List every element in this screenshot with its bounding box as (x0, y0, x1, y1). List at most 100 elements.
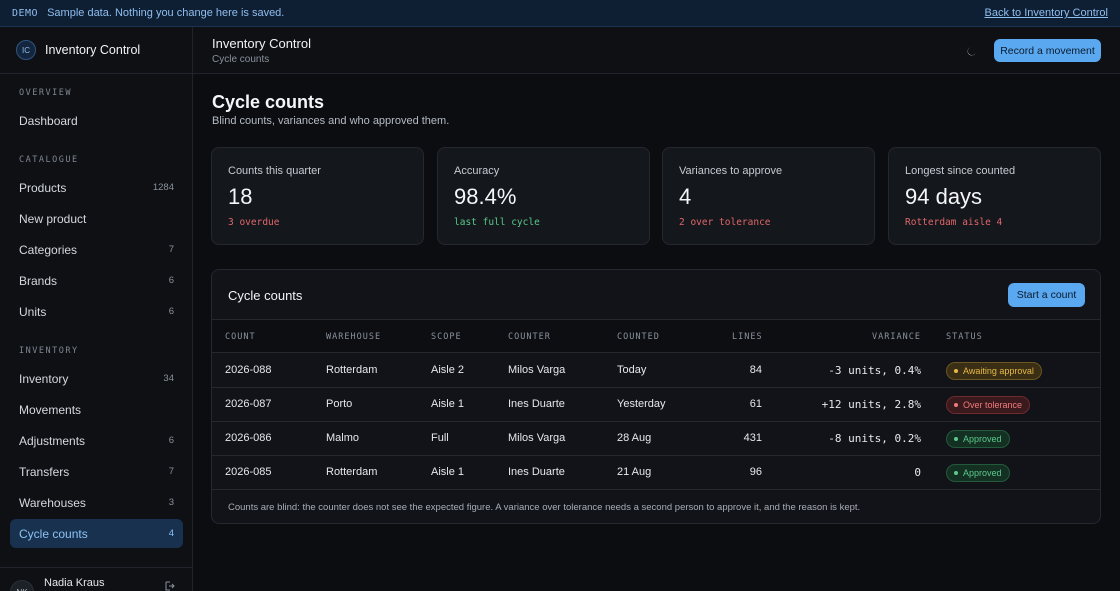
cell-count: 2026-088 (225, 364, 272, 376)
sidebar-item-products[interactable]: Products 1284 (10, 173, 183, 202)
cell-variance: 0 (914, 466, 921, 479)
stat-value: 18 (228, 184, 253, 209)
sidebar-item-label: Warehouses (19, 495, 86, 510)
sidebar-item-label: Inventory (19, 371, 69, 386)
cell-counted: 28 Aug (617, 432, 652, 444)
sidebar-item-count: 34 (163, 373, 174, 384)
cell-counted: 21 Aug (617, 466, 652, 478)
status-dot (954, 437, 958, 441)
column-header-count[interactable]: COUNT (225, 332, 256, 342)
stat-note: 2 over tolerance (679, 217, 771, 228)
status-label: Approved (963, 434, 1002, 444)
stat-card-variances: Variances to approve 4 2 over tolerance (662, 147, 875, 245)
status-dot (954, 369, 958, 373)
stat-value: 4 (679, 184, 692, 209)
sidebar-item-cycle-counts[interactable]: Cycle counts 4 (10, 519, 183, 548)
user-name: Nadia Kraus (44, 577, 105, 589)
cell-lines: 431 (743, 432, 762, 444)
cell-variance: -3 units, 0.4% (828, 364, 921, 377)
sidebar-item-label: Dashboard (19, 113, 78, 128)
status-label: Approved (963, 468, 1002, 478)
sidebar-item-count: 7 (168, 466, 174, 477)
page-subtitle: Blind counts, variances and who approved… (212, 115, 450, 127)
moon-icon[interactable] (963, 43, 979, 59)
status-badge: Awaiting approval (946, 362, 1042, 380)
status-badge: Over tolerance (946, 396, 1031, 414)
cell-warehouse: Rotterdam (326, 364, 378, 376)
sidebar-item-inventory[interactable]: Inventory 34 (10, 364, 183, 393)
cell-lines: 61 (749, 398, 762, 410)
cell-variance: -8 units, 0.2% (828, 432, 921, 445)
table-row[interactable]: 2026-086 Malmo Full Milos Varga 28 Aug 4… (212, 422, 1100, 456)
user-panel: NK Nadia Kraus (0, 567, 192, 591)
cell-scope: Aisle 2 (431, 364, 465, 376)
stat-card-counts: Counts this quarter 18 3 overdue (211, 147, 424, 245)
sidebar-item-count: 4 (168, 528, 174, 539)
stat-card-longest: Longest since counted 94 days Rotterdam … (888, 147, 1101, 245)
avatar[interactable]: NK (10, 580, 34, 591)
stat-label: Longest since counted (905, 165, 1016, 177)
record-movement-button[interactable]: Record a movement (994, 39, 1101, 62)
stat-card-accuracy: Accuracy 98.4% last full cycle (437, 147, 650, 245)
sidebar-item-units[interactable]: Units 6 (10, 297, 183, 326)
cell-counter: Milos Varga (508, 364, 566, 376)
demo-tag: DEMO (12, 7, 39, 19)
table-row[interactable]: 2026-085 Rotterdam Aisle 1 Ines Duarte 2… (212, 456, 1100, 490)
sidebar-item-count: 3 (168, 497, 174, 508)
status-dot (954, 403, 958, 407)
sidebar-item-count: 6 (168, 435, 174, 446)
sidebar-item-count: 1284 (152, 182, 174, 193)
sidebar-item-brands[interactable]: Brands 6 (10, 266, 183, 295)
page-title: Cycle counts (212, 92, 325, 112)
section-label-overview: OVERVIEW (19, 88, 72, 98)
sidebar-item-label: Adjustments (19, 433, 86, 448)
sidebar-item-transfers[interactable]: Transfers 7 (10, 457, 183, 486)
brand[interactable]: IC Inventory Control (0, 27, 192, 74)
cell-counted: Yesterday (617, 398, 666, 410)
cell-scope: Aisle 1 (431, 466, 465, 478)
cycle-counts-panel: Cycle counts Start a count COUNT WAREHOU… (211, 269, 1101, 524)
column-header-counted[interactable]: COUNTED (617, 332, 660, 342)
stat-label: Counts this quarter (228, 165, 321, 177)
sign-out-icon[interactable] (165, 581, 175, 591)
sidebar-item-dashboard[interactable]: Dashboard (10, 106, 183, 135)
sidebar-item-new-product[interactable]: New product (10, 204, 183, 233)
sidebar-item-label: Products (19, 180, 67, 195)
sidebar-item-categories[interactable]: Categories 7 (10, 235, 183, 264)
sidebar-item-count: 6 (168, 275, 174, 286)
stat-label: Accuracy (454, 165, 500, 177)
cell-lines: 84 (749, 364, 762, 376)
brand-logo: IC (16, 40, 36, 60)
section-label-inventory: INVENTORY (19, 346, 79, 356)
sidebar-item-movements[interactable]: Movements (10, 395, 183, 424)
stat-value: 98.4% (454, 184, 517, 209)
breadcrumb: Cycle counts (212, 54, 270, 65)
column-header-scope[interactable]: SCOPE (431, 332, 462, 342)
column-header-lines[interactable]: LINES (732, 332, 763, 342)
demo-message: Sample data. Nothing you change here is … (47, 7, 285, 19)
table-row[interactable]: 2026-088 Rotterdam Aisle 2 Milos Varga T… (212, 354, 1100, 388)
sidebar-item-label: Brands (19, 273, 58, 288)
sidebar-item-label: New product (19, 211, 87, 226)
cell-warehouse: Rotterdam (326, 466, 378, 478)
sidebar: IC Inventory Control OVERVIEW Dashboard … (0, 27, 193, 591)
sidebar-item-count: 7 (168, 244, 174, 255)
cell-count: 2026-087 (225, 398, 272, 410)
sidebar-item-warehouses[interactable]: Warehouses 3 (10, 488, 183, 517)
table-row[interactable]: 2026-087 Porto Aisle 1 Ines Duarte Yeste… (212, 388, 1100, 422)
demo-banner: DEMO Sample data. Nothing you change her… (0, 0, 1120, 27)
column-header-variance[interactable]: VARIANCE (872, 332, 921, 342)
status-dot (954, 471, 958, 475)
topbar: Inventory Control Cycle counts Record a … (193, 27, 1120, 74)
sidebar-item-label: Transfers (19, 464, 70, 479)
column-header-counter[interactable]: COUNTER (508, 332, 551, 342)
cell-lines: 96 (749, 466, 762, 478)
back-to-app-link[interactable]: Back to Inventory Control (984, 7, 1108, 19)
cell-count: 2026-085 (225, 466, 272, 478)
column-header-status[interactable]: STATUS (946, 332, 983, 342)
stat-note: 3 overdue (228, 217, 280, 228)
sidebar-item-adjustments[interactable]: Adjustments 6 (10, 426, 183, 455)
start-count-button[interactable]: Start a count (1008, 283, 1085, 307)
column-header-warehouse[interactable]: WAREHOUSE (326, 332, 382, 342)
cell-counter: Ines Duarte (508, 398, 565, 410)
